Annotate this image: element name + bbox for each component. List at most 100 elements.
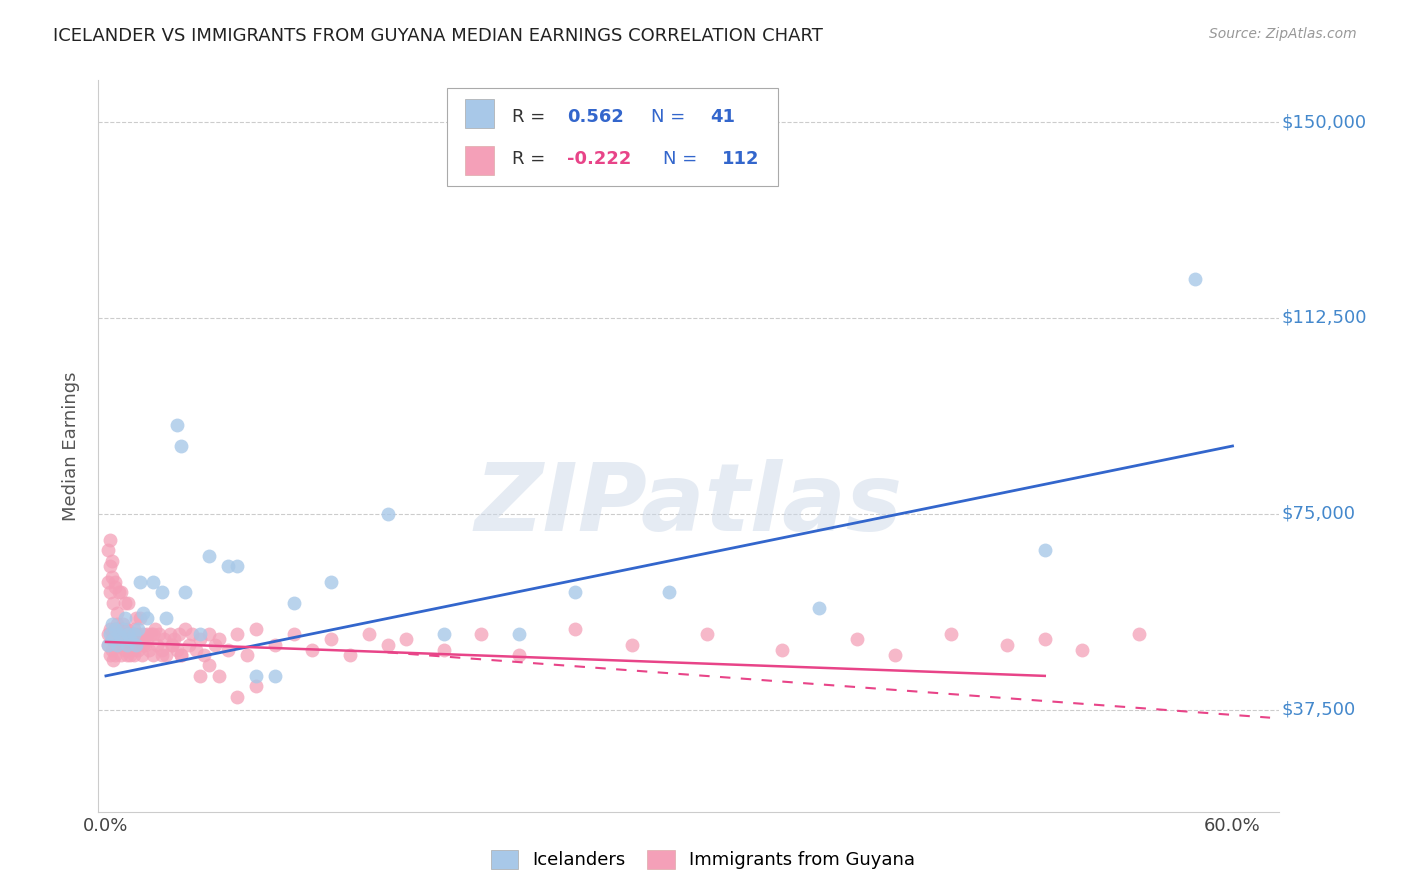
Point (128, 574, 150, 589)
Point (377, 507, 399, 521)
Point (127, 622, 149, 636)
Point (339, 648, 361, 662)
Point (111, 627, 134, 641)
Point (115, 622, 138, 636)
Point (108, 585, 131, 599)
Point (114, 611, 136, 625)
Point (696, 627, 718, 641)
Point (433, 642, 456, 657)
Point (98, 533, 121, 547)
Point (139, 627, 162, 641)
Point (105, 638, 128, 652)
Point (207, 632, 229, 647)
Point (1184, 272, 1206, 286)
Point (131, 648, 153, 662)
Point (145, 638, 167, 652)
Point (114, 642, 136, 657)
Point (1071, 642, 1094, 657)
Point (100, 554, 122, 568)
Point (321, 574, 343, 589)
Point (148, 627, 170, 641)
Point (120, 632, 142, 647)
Point (120, 632, 142, 647)
Point (770, 642, 793, 657)
Point (104, 648, 127, 662)
Text: R =: R = (512, 150, 551, 168)
Point (136, 611, 159, 625)
Point (658, 585, 681, 599)
Point (939, 627, 962, 641)
Point (162, 632, 184, 647)
Y-axis label: Median Earnings: Median Earnings (62, 371, 80, 521)
Point (245, 622, 267, 636)
Text: 41: 41 (710, 108, 735, 126)
Point (188, 627, 211, 641)
Point (132, 627, 155, 641)
Point (111, 616, 134, 631)
Point (166, 418, 188, 433)
Point (283, 596, 305, 610)
Point (170, 648, 193, 662)
Point (170, 648, 193, 662)
Point (142, 627, 165, 641)
Text: -0.222: -0.222 (567, 150, 631, 168)
Point (98, 559, 121, 574)
Text: $37,500: $37,500 (1282, 701, 1355, 719)
Point (207, 669, 229, 683)
Point (105, 616, 128, 631)
Point (377, 638, 399, 652)
Point (321, 632, 343, 647)
Point (120, 648, 142, 662)
Point (97, 638, 120, 652)
Point (134, 638, 156, 652)
Point (198, 658, 221, 673)
Point (142, 648, 165, 662)
Point (264, 669, 287, 683)
Point (110, 585, 132, 599)
Text: $150,000: $150,000 (1282, 113, 1367, 131)
Point (121, 627, 143, 641)
Text: 112: 112 (723, 150, 759, 168)
FancyBboxPatch shape (447, 87, 778, 186)
Point (110, 648, 132, 662)
Point (98, 585, 121, 599)
Point (143, 622, 166, 636)
Point (114, 632, 136, 647)
Point (184, 642, 207, 657)
Point (264, 638, 287, 652)
Point (121, 627, 143, 641)
Point (153, 632, 176, 647)
Point (177, 638, 200, 652)
Point (117, 638, 139, 652)
Point (160, 638, 183, 652)
Point (111, 622, 134, 636)
Point (103, 632, 125, 647)
Point (245, 669, 267, 683)
Point (166, 642, 188, 657)
Point (159, 627, 181, 641)
Point (125, 638, 148, 652)
Point (105, 632, 128, 647)
Point (188, 632, 211, 647)
Point (122, 627, 145, 641)
Point (103, 627, 125, 641)
Text: R =: R = (512, 108, 551, 126)
Point (150, 585, 173, 599)
Point (97, 627, 120, 641)
Point (167, 627, 190, 641)
Point (155, 611, 177, 625)
Point (155, 648, 177, 662)
Point (508, 627, 530, 641)
Point (470, 627, 492, 641)
Text: ZIPatlas: ZIPatlas (475, 458, 903, 550)
Point (104, 574, 127, 589)
Point (136, 632, 159, 647)
Text: N =: N = (664, 150, 703, 168)
Point (995, 638, 1018, 652)
Point (103, 653, 125, 667)
Point (217, 559, 239, 574)
Point (128, 611, 150, 625)
Point (193, 648, 215, 662)
Point (181, 627, 204, 641)
Point (114, 596, 136, 610)
